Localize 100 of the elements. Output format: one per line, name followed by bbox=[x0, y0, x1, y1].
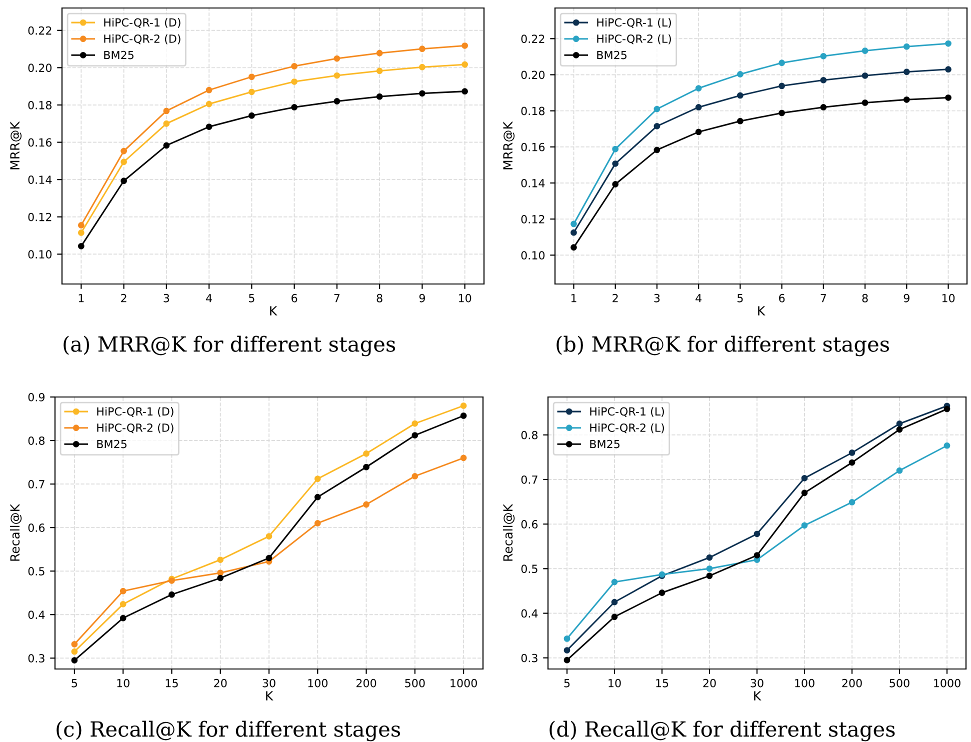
point bbox=[163, 108, 170, 114]
point bbox=[291, 78, 298, 85]
y-tick-label: 0.5 bbox=[28, 567, 44, 576]
point bbox=[654, 122, 660, 130]
point bbox=[376, 68, 383, 74]
point bbox=[71, 641, 78, 648]
point bbox=[120, 158, 128, 166]
point bbox=[71, 648, 78, 655]
point bbox=[801, 490, 808, 496]
y-tick-label: 0.5 bbox=[521, 564, 538, 574]
legend-label: HiPC-QR-2 (L) bbox=[590, 423, 664, 434]
point bbox=[291, 62, 298, 70]
x-axis-title: K bbox=[270, 306, 278, 316]
y-tick-label: 0.14 bbox=[28, 176, 52, 184]
point bbox=[217, 556, 224, 563]
point bbox=[78, 242, 84, 250]
x-tick-label: 5 bbox=[249, 294, 254, 302]
point bbox=[376, 50, 383, 56]
x-tick-label: 1000 bbox=[450, 678, 477, 688]
point bbox=[778, 110, 786, 116]
point bbox=[418, 90, 426, 97]
point bbox=[736, 92, 744, 99]
point bbox=[363, 464, 370, 470]
point bbox=[944, 406, 950, 412]
y-tick-label: 0.7 bbox=[521, 475, 538, 484]
y-tick-label: 0.8 bbox=[521, 430, 538, 440]
y-tick-label: 0.20 bbox=[521, 70, 545, 80]
x-tick-label: 10 bbox=[117, 678, 130, 688]
point bbox=[266, 554, 272, 562]
x-axis-title: K bbox=[754, 691, 762, 700]
point bbox=[266, 533, 272, 540]
x-axis-title: K bbox=[758, 306, 766, 316]
point bbox=[695, 128, 702, 136]
legend-label: BM25 bbox=[597, 50, 626, 60]
point bbox=[654, 106, 660, 112]
point bbox=[314, 476, 321, 482]
point bbox=[120, 600, 126, 608]
point bbox=[801, 474, 808, 482]
point bbox=[570, 220, 577, 228]
point bbox=[903, 96, 910, 103]
x-tick-label: 2 bbox=[612, 294, 618, 302]
y-tick-label: 0.18 bbox=[521, 106, 545, 116]
point bbox=[217, 570, 224, 576]
point bbox=[695, 104, 702, 110]
x-tick-label: 20 bbox=[214, 678, 227, 688]
x-tick-label: 6 bbox=[292, 294, 298, 302]
point bbox=[120, 148, 128, 154]
point bbox=[754, 530, 760, 538]
legend-label: BM25 bbox=[590, 440, 620, 448]
y-tick-label: 0.10 bbox=[521, 251, 545, 260]
point bbox=[334, 98, 340, 104]
point bbox=[314, 494, 321, 500]
point bbox=[206, 100, 212, 108]
point bbox=[945, 94, 952, 101]
point bbox=[945, 40, 952, 47]
x-tick-label: 1 bbox=[78, 294, 84, 302]
x-tick-label: 20 bbox=[703, 678, 716, 688]
y-tick-label: 0.14 bbox=[521, 178, 545, 188]
point bbox=[848, 499, 856, 506]
x-tick-label: 9 bbox=[419, 294, 425, 302]
point bbox=[412, 473, 418, 480]
point bbox=[217, 574, 224, 582]
point bbox=[945, 66, 952, 73]
x-tick-label: 500 bbox=[405, 678, 425, 688]
point bbox=[462, 88, 468, 95]
point bbox=[706, 554, 713, 561]
x-tick-label: 1000 bbox=[934, 678, 960, 688]
y-tick-label: 0.3 bbox=[521, 654, 538, 662]
x-tick-label: 1 bbox=[571, 294, 576, 302]
point bbox=[564, 635, 570, 642]
point bbox=[862, 48, 868, 54]
x-tick-label: 15 bbox=[656, 679, 668, 688]
text: (a) MRR@K for different stages bbox=[64, 336, 396, 356]
point bbox=[801, 522, 808, 529]
point bbox=[314, 520, 321, 526]
x-tick-label: 200 bbox=[842, 678, 862, 688]
text: (c) Recall@K for different stages bbox=[56, 720, 400, 742]
point bbox=[334, 55, 340, 62]
point bbox=[291, 104, 298, 110]
x-tick-label: 8 bbox=[376, 294, 382, 302]
x-tick-label: 2 bbox=[121, 294, 126, 302]
point bbox=[612, 160, 619, 167]
point bbox=[695, 85, 702, 92]
point bbox=[611, 614, 618, 620]
point bbox=[612, 181, 619, 188]
point bbox=[778, 82, 786, 90]
point bbox=[944, 442, 950, 449]
x-tick-label: 500 bbox=[890, 678, 910, 688]
y-tick-label: 0.6 bbox=[521, 520, 538, 528]
point bbox=[611, 578, 618, 586]
point bbox=[706, 565, 713, 572]
x-axis-title: K bbox=[266, 691, 274, 700]
point bbox=[462, 42, 468, 49]
y-axis-title: MRR@K bbox=[503, 121, 515, 170]
point bbox=[412, 432, 418, 438]
point bbox=[334, 72, 340, 79]
x-tick-label: 5 bbox=[564, 679, 570, 688]
y-tick-label: 0.3 bbox=[28, 654, 44, 662]
legend-label: HiPC-QR-1 (D) bbox=[97, 407, 174, 417]
y-tick-label: 0.20 bbox=[28, 64, 52, 72]
